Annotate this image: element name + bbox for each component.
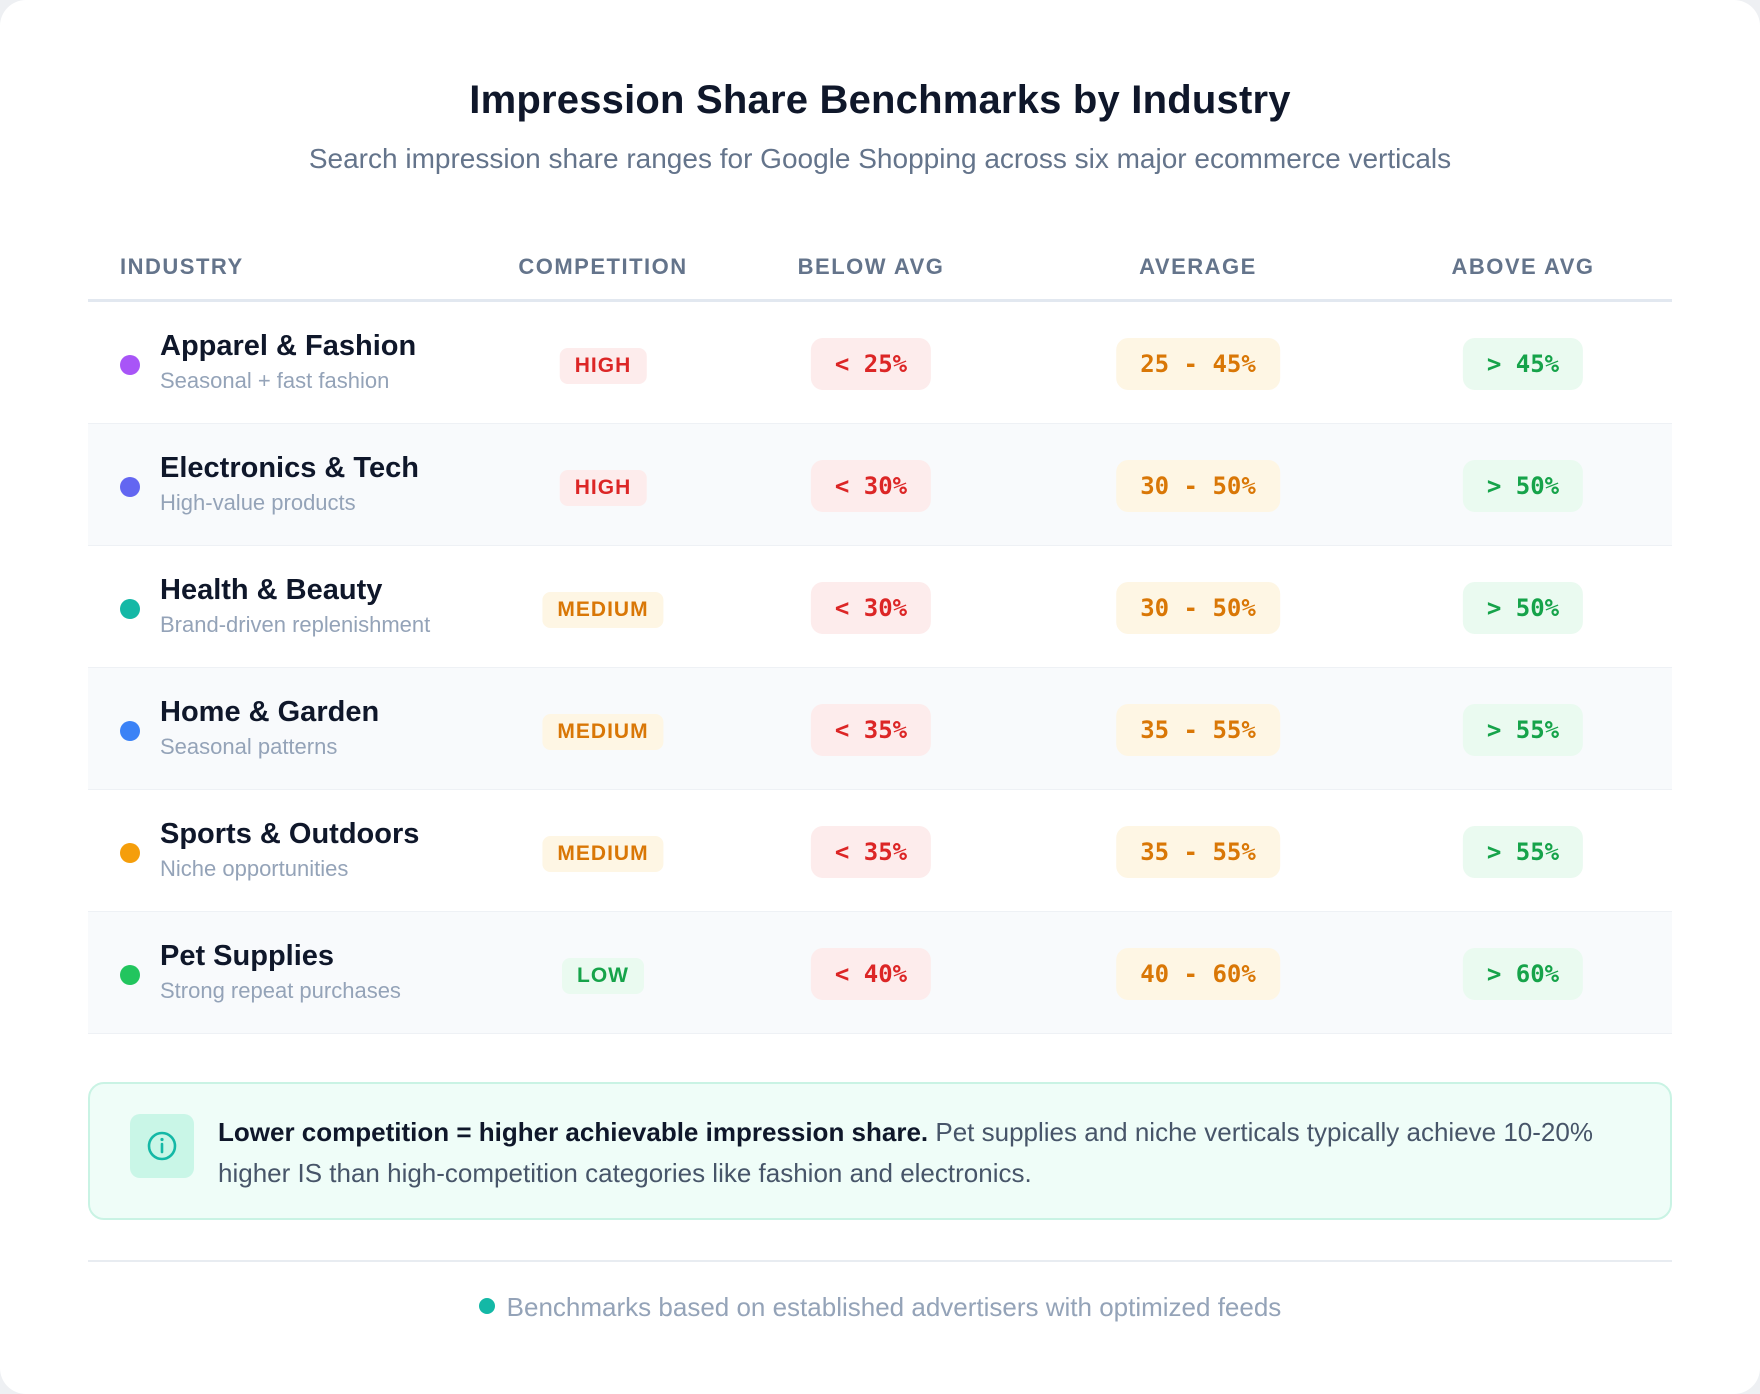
below-avg-pill: < 35% [810,704,932,756]
average-pill: 25 - 45% [1116,338,1280,390]
industry-color-dot [120,843,140,863]
average-pill: 35 - 55% [1116,826,1280,878]
above-avg-pill: > 55% [1462,826,1584,878]
column-header-competition[interactable]: COMPETITION [518,254,688,279]
industry-name: Sports & Outdoors [160,818,420,850]
industry-name: Apparel & Fashion [160,330,417,362]
column-header-below-avg[interactable]: BELOW AVG [797,254,945,279]
info-callout: Lower competition = higher achievable im… [88,1082,1672,1220]
average-pill: 40 - 60% [1116,948,1280,1000]
industry-name: Home & Garden [160,696,380,728]
industry-color-dot [120,355,140,375]
table-row[interactable]: Pet Supplies Strong repeat purchases LOW < … [88,912,1672,1034]
average-pill: 30 - 50% [1116,460,1280,512]
competition-badge: MEDIUM [542,714,664,750]
benchmark-table: INDUSTRY COMPETITION BELOW AVG AVERAGE A… [88,226,1672,1034]
callout-body-text: Pet supplies and niche verticals typical… [218,1117,1593,1188]
page-title: Impression Share Benchmarks by Industry [469,78,1291,122]
industry-color-dot [120,477,140,497]
above-avg-pill: > 60% [1462,948,1584,1000]
competition-badge: HIGH [559,470,647,506]
industry-description: Niche opportunities [160,856,349,881]
industry-description: Brand-driven replenishment [160,612,431,637]
industry-name: Electronics & Tech [160,452,419,484]
industry-name: Health & Beauty [160,574,383,606]
above-avg-pill: > 45% [1462,338,1584,390]
competition-badge: MEDIUM [542,836,664,872]
average-pill: 35 - 55% [1116,704,1280,756]
industry-color-dot [120,721,140,741]
table-header: INDUSTRY COMPETITION BELOW AVG AVERAGE A… [88,226,1672,302]
footer-text: Benchmarks based on established advertis… [506,1292,1282,1322]
industry-color-dot [120,965,140,985]
competition-badge: HIGH [559,348,647,384]
industry-description: Seasonal patterns [160,734,338,759]
industry-name: Pet Supplies [160,940,335,972]
above-avg-pill: > 50% [1462,460,1584,512]
competition-badge: MEDIUM [542,592,664,628]
column-header-average[interactable]: AVERAGE [1139,254,1257,279]
below-avg-pill: < 40% [810,948,932,1000]
below-avg-pill: < 25% [810,338,932,390]
page-subtitle: Search impression share ranges for Googl… [308,143,1452,174]
above-avg-pill: > 55% [1462,704,1584,756]
table-row[interactable]: Electronics & Tech High-value products HIG… [88,424,1672,546]
competition-badge: LOW [562,958,644,994]
industry-color-dot [120,599,140,619]
column-header-above-avg[interactable]: ABOVE AVG [1451,254,1595,279]
callout-bold-text: Lower competition = higher achievable im… [218,1117,929,1147]
column-header-industry[interactable]: INDUSTRY [120,254,244,279]
info-circle-icon [147,1131,177,1161]
callout-text: Lower competition = higher achievable im… [218,1112,1618,1194]
table-body: Apparel & Fashion Seasonal + fast fashion… [88,302,1672,1034]
footer-divider [88,1260,1672,1262]
industry-description: Seasonal + fast fashion [160,368,390,393]
info-icon-box [130,1114,194,1178]
average-pill: 30 - 50% [1116,582,1280,634]
footer: Benchmarks based on established advertis… [0,1292,1760,1323]
footer-dot-icon [478,1298,495,1314]
below-avg-pill: < 30% [810,582,932,634]
industry-description: High-value products [160,490,356,515]
industry-description: Strong repeat purchases [160,978,401,1003]
table-row[interactable]: Apparel & Fashion Seasonal + fast fashion… [88,302,1672,424]
above-avg-pill: > 50% [1462,582,1584,634]
table-row[interactable]: Health & Beauty Brand-driven replenishmen… [88,546,1672,668]
below-avg-pill: < 35% [810,826,932,878]
table-row[interactable]: Sports & Outdoors Niche opportunities MEDI… [88,790,1672,912]
header: Impression Share Benchmarks by Industry … [0,78,1760,175]
table-row[interactable]: Home & Garden Seasonal patterns MEDIUM < 35… [88,668,1672,790]
below-avg-pill: < 30% [810,460,932,512]
